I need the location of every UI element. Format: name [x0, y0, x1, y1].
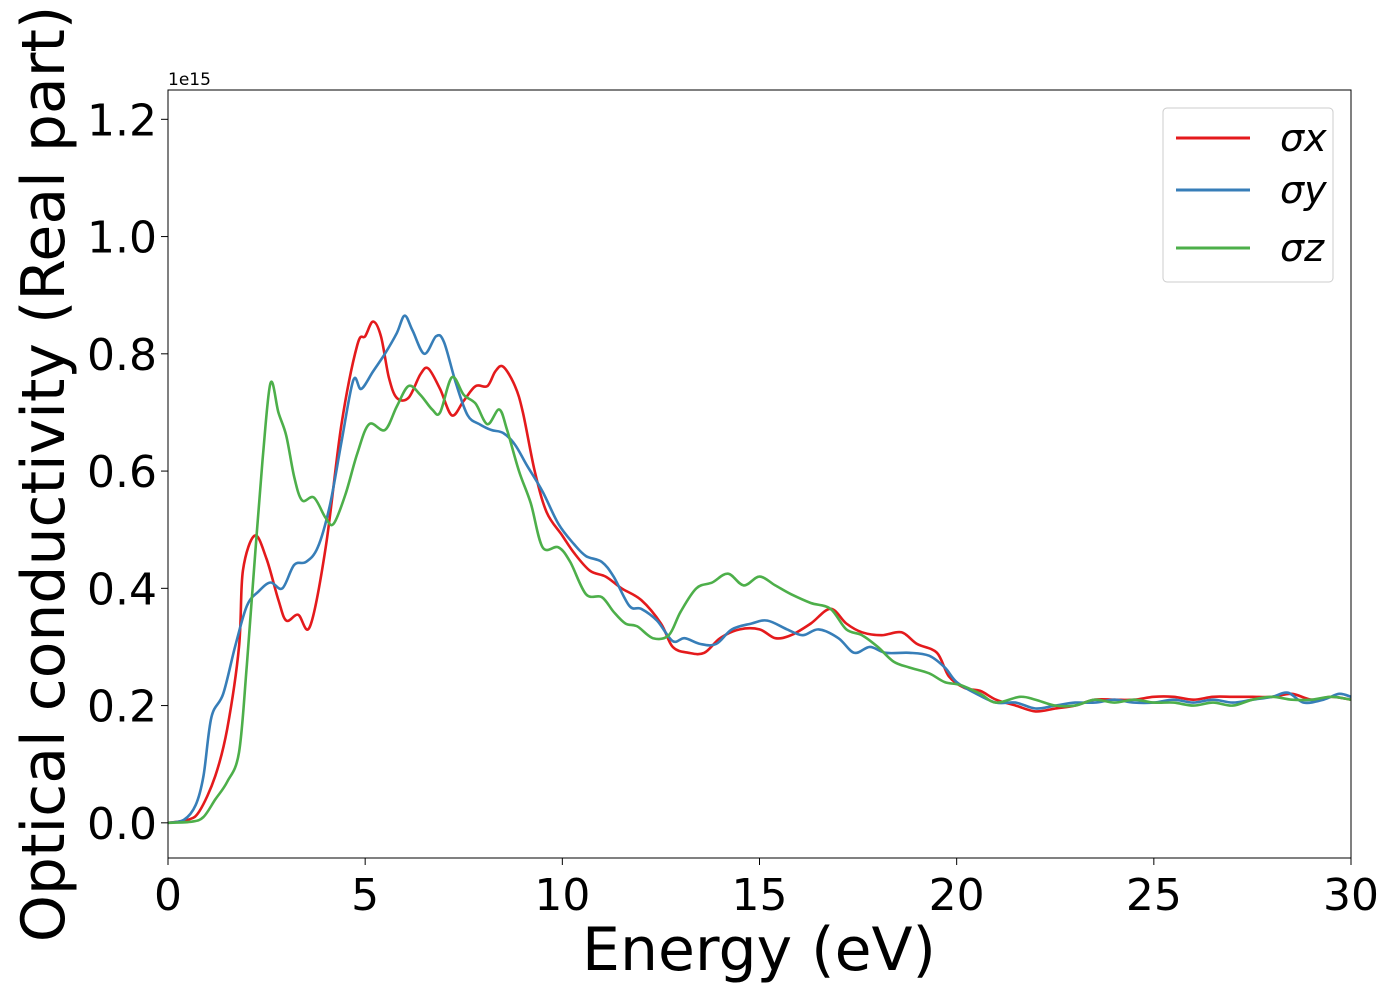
- y-tick-label: 0.8: [87, 330, 157, 381]
- x-tick-label: 5: [351, 870, 379, 921]
- y-tick-label: 1.0: [87, 213, 157, 264]
- y-tick-label: 0.6: [87, 447, 157, 498]
- y-axis-title: Optical conductivity (Real part): [9, 6, 79, 943]
- x-axis: 0 5 10 15 20 25 30: [154, 858, 1379, 921]
- y-tick-label: 0.0: [87, 799, 157, 850]
- y-tick-label: 0.4: [87, 564, 157, 615]
- series-line-sigma-z: [168, 375, 1351, 825]
- x-tick-label: 15: [732, 870, 788, 921]
- legend-box: [1162, 107, 1334, 283]
- x-tick-label: 25: [1126, 870, 1182, 921]
- legend-label: σz: [1280, 226, 1325, 270]
- y-offset-label: 1e15: [168, 70, 211, 90]
- x-tick-label: 30: [1323, 870, 1379, 921]
- series-layer: [168, 314, 1351, 825]
- legend-label: σy: [1280, 168, 1327, 212]
- legend-label: σx: [1280, 116, 1327, 160]
- y-axis: 0.0 0.2 0.4 0.6 0.8 1.0 1.2: [87, 95, 168, 850]
- x-tick-label: 0: [154, 870, 182, 921]
- y-tick-label: 1.2: [87, 95, 157, 146]
- legend: σx σy σz: [1162, 107, 1334, 283]
- series-line-sigma-y: [168, 314, 1351, 825]
- x-tick-label: 10: [534, 870, 590, 921]
- y-tick-label: 0.2: [87, 682, 157, 733]
- plot-background: [168, 90, 1351, 858]
- x-axis-title: Energy (eV): [582, 915, 936, 985]
- x-tick-label: 20: [929, 870, 985, 921]
